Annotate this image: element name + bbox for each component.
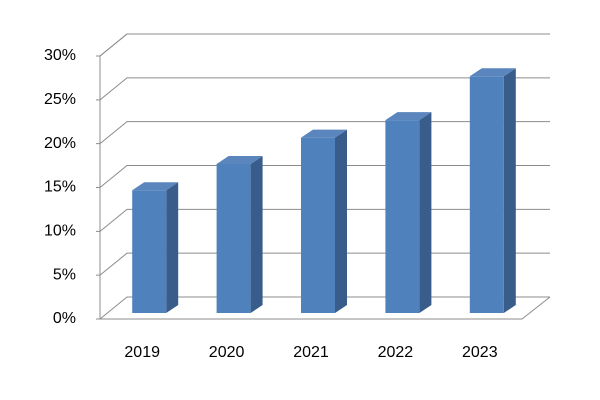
grid-line xyxy=(96,121,550,145)
y-tick-label: 15% xyxy=(44,179,76,196)
y-tick-label: 10% xyxy=(44,223,76,240)
bar-side xyxy=(166,182,179,313)
y-tick-label: 0% xyxy=(53,310,76,327)
bar xyxy=(385,120,420,313)
bar-top xyxy=(216,155,263,164)
x-tick-label: 2019 xyxy=(124,344,160,361)
x-tick-label: 2023 xyxy=(462,344,498,361)
bar-side xyxy=(335,129,347,313)
bar-top xyxy=(385,112,432,121)
bar-top xyxy=(301,129,347,138)
y-tick-label: 20% xyxy=(44,135,76,152)
y-tick-label: 5% xyxy=(53,266,76,283)
bar xyxy=(469,76,504,313)
floor-edge xyxy=(100,296,551,320)
x-tick-label: 2021 xyxy=(293,344,329,361)
grid-line xyxy=(96,33,550,57)
bar-side xyxy=(250,155,263,313)
grid-line xyxy=(96,77,550,101)
x-tick-label: 2022 xyxy=(378,344,414,361)
bar-top xyxy=(132,182,179,191)
bar xyxy=(301,137,335,313)
y-tick-label: 30% xyxy=(44,47,76,64)
bar-side xyxy=(419,112,432,313)
bar-side xyxy=(503,68,516,313)
y-tick-label: 25% xyxy=(44,91,76,108)
x-tick-label: 2020 xyxy=(209,344,245,361)
bar-top xyxy=(469,68,516,77)
bar xyxy=(132,190,167,313)
bar xyxy=(216,163,251,313)
